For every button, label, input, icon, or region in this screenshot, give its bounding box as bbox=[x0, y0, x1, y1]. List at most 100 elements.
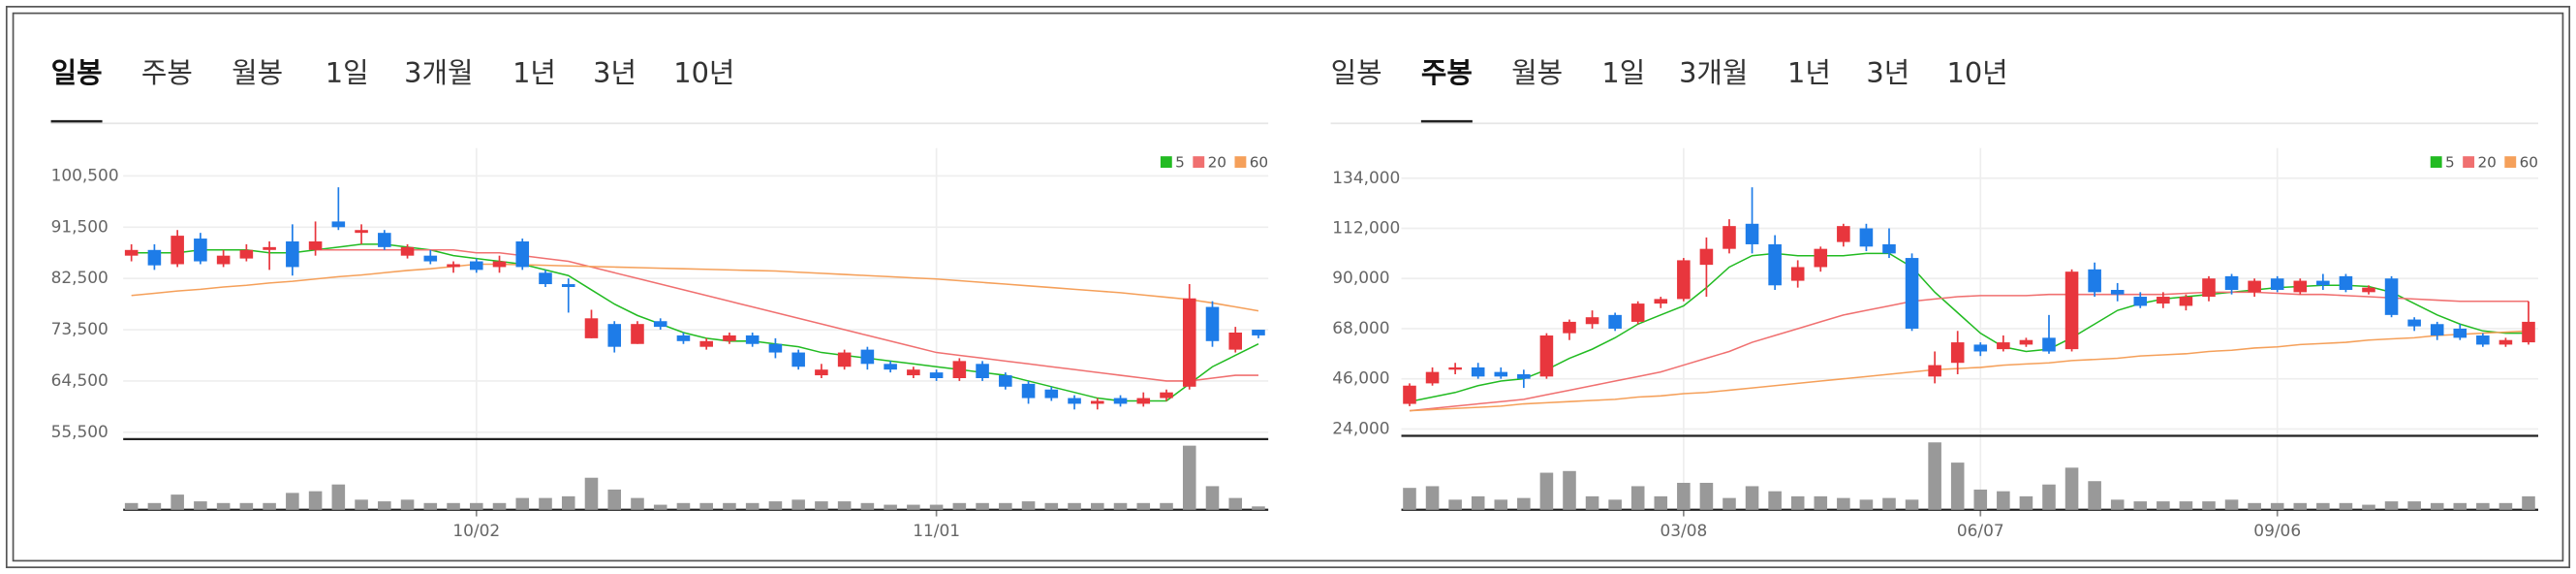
candle-body bbox=[907, 369, 920, 376]
volume-bar bbox=[1091, 502, 1104, 510]
y-tick-label: 24,000 bbox=[1332, 418, 1389, 437]
candle-body bbox=[1630, 303, 1645, 322]
candle-body bbox=[1790, 267, 1805, 281]
volume-bar bbox=[884, 504, 897, 510]
period-tab[interactable]: 3년 bbox=[593, 56, 636, 89]
candle-body bbox=[286, 240, 299, 268]
candle-body bbox=[1517, 373, 1531, 379]
candle-body bbox=[1928, 365, 1941, 377]
candle-body bbox=[561, 284, 575, 287]
candle-body bbox=[447, 264, 460, 268]
legend-label: 20 bbox=[2477, 153, 2496, 171]
candle-body bbox=[239, 249, 254, 259]
candle-body bbox=[1539, 335, 1554, 377]
volume-bar bbox=[1950, 462, 1965, 510]
candle-body bbox=[1814, 248, 1828, 268]
moving-average-line bbox=[131, 263, 1259, 312]
volume-bar bbox=[1973, 489, 1988, 510]
period-tab[interactable]: 월봉 bbox=[1511, 56, 1563, 89]
volume-bar bbox=[1928, 442, 1941, 510]
candle-body bbox=[1882, 243, 1896, 254]
period-tab[interactable]: 3년 bbox=[1866, 56, 1909, 89]
candle-body bbox=[745, 335, 760, 344]
volume-bar bbox=[631, 497, 644, 510]
candle-body bbox=[1228, 332, 1243, 350]
volume-bar bbox=[194, 501, 207, 510]
volume-bar bbox=[1517, 497, 1531, 510]
y-tick-label: 68,000 bbox=[1332, 318, 1389, 337]
legend-swatch bbox=[1193, 156, 1205, 169]
y-tick-label: 82,500 bbox=[51, 268, 109, 287]
period-tab[interactable]: 1일 bbox=[326, 56, 369, 89]
volume-bar bbox=[860, 502, 875, 510]
period-tab[interactable]: 10년 bbox=[673, 56, 734, 89]
volume-bar bbox=[2522, 495, 2535, 510]
volume-bar bbox=[2088, 481, 2101, 510]
y-tick-label: 90,000 bbox=[1332, 268, 1389, 287]
volume-bar bbox=[1182, 445, 1196, 510]
volume-bar bbox=[1563, 470, 1576, 510]
volume-bar bbox=[331, 484, 346, 510]
candle-body bbox=[1113, 398, 1128, 404]
candle-body bbox=[2064, 271, 2079, 350]
candle-body bbox=[768, 343, 783, 353]
outer-frame bbox=[5, 6, 2571, 568]
candle-body bbox=[1091, 400, 1104, 404]
period-tab[interactable]: 주봉 bbox=[1421, 56, 1473, 89]
candle-body bbox=[2088, 269, 2101, 293]
volume-bar bbox=[2453, 502, 2467, 510]
volume-bar bbox=[2064, 467, 2079, 510]
candle-body bbox=[1471, 367, 1485, 377]
volume-bar bbox=[976, 502, 989, 510]
period-tab[interactable]: 일봉 bbox=[1331, 56, 1382, 89]
volume-bar bbox=[1494, 499, 1508, 510]
volume-bar bbox=[745, 502, 760, 510]
candle-body bbox=[2179, 297, 2193, 306]
period-tab[interactable]: 10년 bbox=[1947, 56, 2008, 89]
period-tab[interactable]: 월봉 bbox=[232, 56, 283, 89]
candle-body bbox=[929, 372, 944, 378]
volume-bar bbox=[791, 499, 805, 510]
volume-bar bbox=[1160, 502, 1173, 510]
period-tab[interactable]: 1년 bbox=[512, 56, 556, 89]
legend-label: 20 bbox=[1208, 153, 1226, 171]
volume-bar bbox=[1905, 499, 1919, 510]
period-tab[interactable]: 3개월 bbox=[404, 56, 473, 89]
volume-bar bbox=[1814, 495, 1828, 510]
candle-body bbox=[355, 230, 368, 234]
volume-bar bbox=[584, 477, 599, 510]
volume-bar bbox=[815, 501, 828, 510]
volume-bar bbox=[515, 497, 530, 510]
period-tab[interactable]: 1년 bbox=[1787, 56, 1831, 89]
candle-body bbox=[1563, 321, 1576, 334]
candle-body bbox=[2224, 275, 2239, 290]
candle-body bbox=[607, 324, 622, 347]
period-tab[interactable]: 3개월 bbox=[1679, 56, 1748, 89]
volume-bar bbox=[1252, 506, 1265, 510]
candle-body bbox=[2042, 337, 2056, 352]
candle-body bbox=[884, 364, 897, 370]
candle-body bbox=[2019, 339, 2033, 345]
period-tab[interactable]: 일봉 bbox=[51, 56, 103, 89]
volume-bar bbox=[147, 502, 162, 510]
volume-bar bbox=[1021, 501, 1036, 510]
period-tab[interactable]: 주봉 bbox=[141, 56, 193, 89]
volume-bar bbox=[699, 502, 713, 510]
volume-bar bbox=[1790, 495, 1805, 510]
volume-bar bbox=[2248, 502, 2261, 510]
candle-body bbox=[515, 240, 530, 268]
legend-swatch bbox=[1234, 156, 1247, 169]
volume-bar bbox=[378, 501, 391, 510]
candle-body bbox=[952, 361, 967, 378]
volume-bar bbox=[447, 502, 460, 510]
volume-bar bbox=[2339, 502, 2353, 510]
candle-body bbox=[2407, 319, 2421, 327]
volume-bar bbox=[1228, 497, 1243, 510]
volume-bar bbox=[1745, 486, 1759, 510]
volume-bar bbox=[1699, 482, 1714, 510]
candle-body bbox=[999, 375, 1012, 387]
period-tab[interactable]: 1일 bbox=[1601, 56, 1645, 89]
volume-bar bbox=[263, 502, 276, 510]
